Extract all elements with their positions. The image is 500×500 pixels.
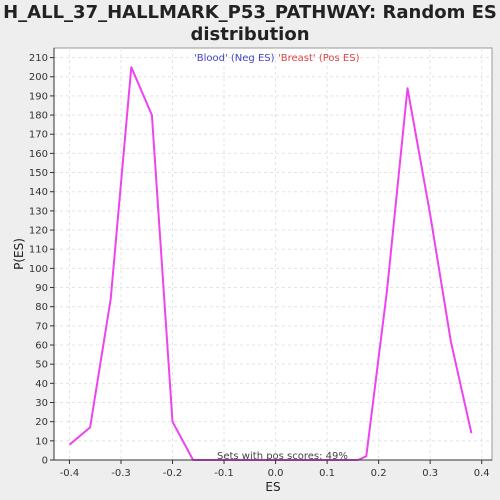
- y-tick-label: 90: [35, 283, 48, 294]
- y-tick-label: 130: [29, 206, 48, 217]
- y-tick-label: 50: [35, 360, 48, 371]
- axes: 0 10 20 30 40 50 60 70 80 90 100 110 120 130 140 150 160…: [29, 48, 492, 479]
- y-tick-label: 210: [29, 53, 48, 64]
- y-tick-label: 80: [35, 302, 48, 313]
- y-tick-label: 200: [29, 72, 48, 83]
- y-tick-label: 10: [35, 436, 48, 447]
- y-tick-label: 190: [29, 91, 48, 102]
- legend: 'Blood' (Neg ES) 'Breast' (Pos ES): [194, 53, 360, 64]
- x-tick-label: -0.1: [214, 468, 234, 479]
- y-tick-label: 30: [35, 398, 48, 409]
- x-tick-label: -0.4: [60, 468, 80, 479]
- x-tick-label: -0.3: [111, 468, 131, 479]
- y-tick-label: 40: [35, 379, 48, 390]
- x-axis-label: ES: [265, 480, 280, 494]
- y-tick-label: 110: [29, 245, 48, 256]
- x-tick-label: 0.4: [474, 468, 490, 479]
- x-tick-label: 0.3: [422, 468, 438, 479]
- y-tick-label: 20: [35, 417, 48, 428]
- y-tick-label: 70: [35, 321, 48, 332]
- plot-area: [53, 47, 493, 461]
- y-tick-label: 140: [29, 187, 48, 198]
- chart-title-line-2: distribution: [190, 24, 310, 45]
- y-tick-label: 120: [29, 226, 48, 237]
- x-tick-label: 0.2: [371, 468, 387, 479]
- x-tick-label: 0.0: [268, 468, 284, 479]
- y-tick-label: 180: [29, 111, 48, 122]
- y-tick-label: 150: [29, 168, 48, 179]
- x-tick-label: 0.1: [319, 468, 335, 479]
- y-tick-label: 60: [35, 341, 48, 352]
- y-tick-label: 160: [29, 149, 48, 160]
- chart-title-line-1: H_ALL_37_HALLMARK_P53_PATHWAY: Random ES: [3, 2, 497, 23]
- pos-scores-annotation: Sets with pos scores: 49%: [217, 451, 348, 462]
- y-tick-label: 100: [29, 264, 48, 275]
- y-tick-label: 170: [29, 130, 48, 141]
- grid-lines: [54, 48, 492, 461]
- legend-entry: 'Breast' (Pos ES): [278, 53, 360, 64]
- y-tick-label: 0: [42, 456, 48, 467]
- x-tick-label: -0.2: [163, 468, 183, 479]
- legend-entry: 'Blood' (Neg ES): [194, 53, 275, 64]
- y-axis-label: P(ES): [12, 238, 26, 270]
